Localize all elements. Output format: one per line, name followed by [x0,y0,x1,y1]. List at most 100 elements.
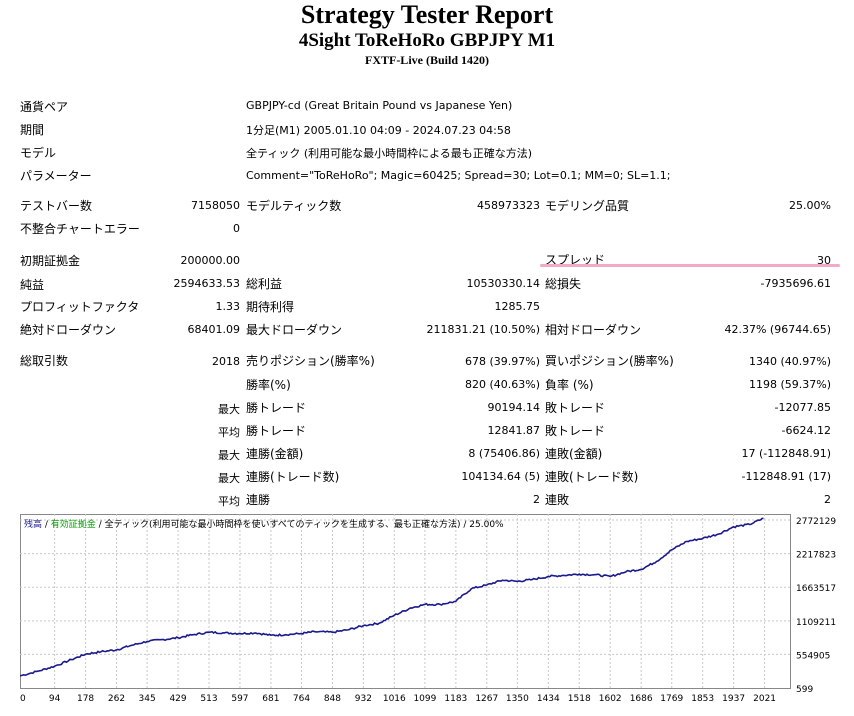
balance-chart-svg: 0 94 178 262 345 429 513 597 681 764 848 932 1016 109… [19,514,836,704]
params-value: Comment="ToReHoRo"; Magic=60425; Spread=… [246,169,671,182]
avg-cons-losses-label: 連敗 [545,493,570,507]
pair-label: 通貨ペア [20,100,69,114]
long-positions-value: 1340 (40.97%) [748,355,831,368]
chart-x-tick-label: 429 [169,694,186,704]
spread-highlight [540,264,840,267]
avg-trade-prefix: 平均 [218,426,240,439]
short-positions-label: 売りポジション(勝率%) [246,354,375,368]
net-value: 2594633.53 [173,277,240,290]
balance-chart: 0 94 178 262 345 429 513 597 681 764 848 932 1016 109… [19,514,854,712]
expected-payoff-value: 1285.75 [494,300,541,313]
ticks-value: 458973323 [477,199,540,212]
legend-separator: / [42,520,51,530]
chart-legend: 残高 / 有効証拠金 / 全ティック(利用可能な最小時間枠を使いすべてのティック… [24,517,504,530]
quality-value: 25.00% [789,199,831,212]
win-rate-label: 勝率(%) [246,378,291,392]
chart-x-tick-label: 1937 [722,694,745,704]
gross-loss-value: -7935696.61 [760,277,831,290]
chart-x-tick-label: 94 [49,694,61,704]
model-value: 全ティック (利用可能な最小時間枠による最も正確な方法) [246,147,533,160]
spread-value: 30 [817,254,831,267]
legend-equity: 有効証拠金 [50,520,96,530]
chart-y-tick-label: 2217823 [796,551,836,561]
server-build: FXTF-Live (Build 1420) [364,53,489,67]
chart-x-tick-label: 932 [355,694,372,704]
net-label: 純益 [20,278,45,292]
chart-x-tick-label: 1350 [506,694,529,704]
avg-win-label: 勝トレード [246,424,307,438]
cons-wins-money-label: 連勝(金額) [246,447,304,461]
chart-y-tick-label: 1663517 [796,584,836,594]
loss-rate-label: 負率 (%) [545,378,594,392]
avg-loss-label: 敗トレード [545,424,606,438]
chart-x-tick-label: 178 [77,694,94,704]
chart-y-tick-label: 2772129 [796,517,836,527]
chart-x-tick-label: 1769 [660,694,683,704]
chart-x-tick-label: 1016 [383,694,406,704]
cons-loss-value: -112848.91 (17) [741,470,831,483]
expected-payoff-label: 期待利得 [246,300,295,314]
ticks-label: モデルティック数 [246,199,342,213]
pair-value: GBPJPY-cd (Great Britain Pound vs Japane… [246,99,513,112]
cons-losses-money-value: 17 (-112848.91) [741,447,831,460]
legend-model: 全ティック(利用可能な最小時間枠を使いすべてのティックを生成する、最も正確な方法… [104,520,461,530]
short-positions-value: 678 (39.97%) [464,355,540,368]
legend-quality: 25.00% [469,520,504,530]
max-drawdown-label: 最大ドローダウン [246,323,343,337]
gross-profit-label: 総利益 [246,277,283,291]
chart-x-tick-label: 1183 [444,694,467,704]
total-trades-label: 総取引数 [20,354,69,368]
chart-x-tick-label: 345 [139,694,156,704]
abs-drawdown-value: 68401.09 [187,323,241,336]
params-label: パラメーター [20,169,92,183]
report-subtitle: 4Sight ToReHoRo GBPJPY M1 [298,30,556,51]
cons-profit-value: 104134.64 (5) [461,470,540,483]
cons-losses-money-label: 連敗(金額) [545,447,603,461]
cons-wins-money-value: 8 (75406.86) [468,447,540,460]
chart-y-tick-label: 1109211 [796,618,836,628]
quality-label: モデリング品質 [545,199,630,213]
cons-profit-label: 連勝(トレード数) [246,470,340,484]
avg-cons-losses-value: 2 [824,493,831,506]
model-label: モデル [20,146,57,160]
bars-label: テストバー数 [20,199,93,213]
largest-loss-label: 敗トレード [545,401,606,415]
chart-x-tick-label: 1518 [568,694,591,704]
abs-drawdown-label: 絶対ドローダウン [20,323,117,337]
chart-x-tick-label: 513 [200,694,217,704]
chart-x-tick-label: 1686 [630,694,653,704]
chart-x-tick-label: 2021 [753,694,776,704]
rel-drawdown-value: 42.37% (96744.65) [724,323,831,336]
max-cons-prefix: 最大 [218,449,240,462]
chart-frame [20,514,791,689]
legend-balance: 残高 [24,520,43,530]
chart-x-tick-label: 681 [262,694,279,704]
chart-x-tick-label: 1853 [691,694,714,704]
max-drawdown-value: 211831.21 (10.50%) [426,323,540,336]
chart-y-tick-label: 554905 [796,651,830,661]
period-value: 1分足(M1) 2005.01.10 04:09 - 2024.07.23 04… [246,124,511,137]
profit-factor-label: プロフィットファクタ [20,300,140,314]
spread-label: スプレッド [545,253,606,267]
legend-separator: / [95,520,105,530]
deposit-label: 初期証拠金 [20,254,81,268]
gross-profit-value: 10530330.14 [466,277,540,290]
largest-win-label: 勝トレード [246,401,307,415]
legend-separator: / [460,520,470,530]
gross-loss-label: 総損失 [545,277,582,291]
max-cons-count-prefix: 最大 [218,472,240,485]
period-label: 期間 [20,123,45,137]
largest-win-value: 90194.14 [487,401,541,414]
chart-x-tick-label: 262 [108,694,125,704]
avg-loss-value: -6624.12 [781,424,831,437]
chart-x-tick-label: 597 [231,694,248,704]
long-positions-label: 買いポジション(勝率%) [545,354,674,368]
rel-drawdown-label: 相対ドローダウン [545,323,642,337]
chart-y-tick-label: 599 [796,685,813,695]
balance-line [19,517,764,677]
max-trade-prefix: 最大 [218,403,240,416]
total-trades-value: 2018 [212,355,240,368]
profit-factor-value: 1.33 [215,300,241,313]
chart-x-tick-label: 1099 [413,694,436,704]
avg-cons-wins-value: 2 [533,493,540,506]
